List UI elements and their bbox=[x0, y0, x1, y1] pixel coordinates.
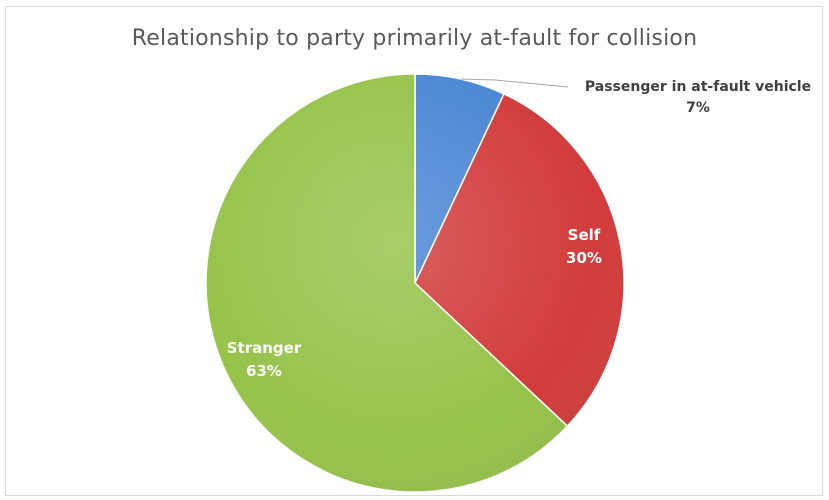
data-label-stranger: Stranger 63% bbox=[227, 339, 302, 380]
leader-line bbox=[460, 78, 569, 88]
data-label-passenger-in-at-fault-vehicle: Passenger in at-fault vehicle 7% bbox=[585, 79, 811, 116]
data-label-self: Self 30% bbox=[566, 226, 602, 267]
chart-title: Relationship to party primarily at-fault… bbox=[131, 26, 698, 51]
